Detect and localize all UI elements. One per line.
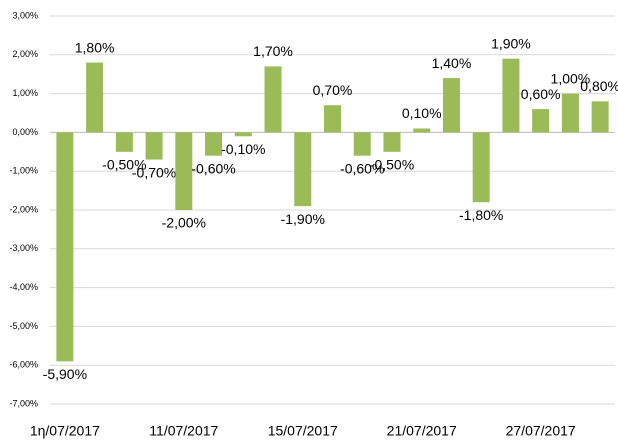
bar <box>205 132 223 156</box>
data-label: 1,80% <box>75 39 115 55</box>
data-label: -5,90% <box>43 366 87 382</box>
bar <box>294 132 312 207</box>
y-tick-label: -2,00% <box>9 204 38 214</box>
data-label: 1,70% <box>253 43 293 59</box>
bar <box>532 109 550 133</box>
data-label: -0,10% <box>221 141 265 157</box>
y-tick-label: -5,00% <box>9 321 38 331</box>
bar <box>115 132 133 152</box>
data-label: 1,00% <box>551 70 591 86</box>
data-label: -0,50% <box>370 157 414 173</box>
y-tick-label: -4,00% <box>9 282 38 292</box>
bar <box>561 93 579 133</box>
bar <box>353 132 371 156</box>
bar <box>86 62 104 133</box>
bar <box>324 105 341 133</box>
data-label: -0,60% <box>340 160 384 176</box>
y-tick-label: 1,00% <box>12 88 38 98</box>
data-label: -2,00% <box>162 215 206 231</box>
x-tick-label: 27/07/2017 <box>506 423 576 439</box>
data-label: 1,40% <box>432 55 472 71</box>
y-tick-label: 3,00% <box>12 10 38 20</box>
bar <box>234 132 252 137</box>
data-label: -1,80% <box>459 207 503 223</box>
x-tick-label: 21/07/2017 <box>387 423 457 439</box>
data-label: 1,90% <box>491 35 531 51</box>
y-tick-label: -3,00% <box>9 243 38 253</box>
bar <box>472 132 490 203</box>
bar <box>413 128 431 133</box>
y-tick-label: -7,00% <box>9 398 38 408</box>
data-label: -1,90% <box>281 211 325 227</box>
bar <box>56 132 74 362</box>
data-label: 0,70% <box>313 82 353 98</box>
data-label: -0,50% <box>102 157 146 173</box>
data-label: 0,80% <box>580 78 618 94</box>
y-tick-label: 0,00% <box>12 127 38 137</box>
x-tick-label: 11/07/2017 <box>149 423 218 439</box>
bar <box>383 132 401 152</box>
data-label: 0,10% <box>402 105 442 121</box>
bar <box>175 132 193 210</box>
x-tick-label: 1η/07/2017 <box>30 423 100 439</box>
y-tick-label: 2,00% <box>12 49 38 59</box>
bar <box>264 66 282 133</box>
data-label: -0,60% <box>191 160 235 176</box>
bar <box>502 58 520 133</box>
x-tick-label: 15/07/2017 <box>268 423 338 439</box>
bar <box>591 101 609 133</box>
data-label: -0,70% <box>132 164 176 180</box>
y-tick-label: -1,00% <box>9 166 38 176</box>
bar <box>442 78 460 133</box>
bar <box>145 132 163 160</box>
data-label: 0,60% <box>521 86 561 102</box>
y-tick-label: -6,00% <box>9 360 38 370</box>
